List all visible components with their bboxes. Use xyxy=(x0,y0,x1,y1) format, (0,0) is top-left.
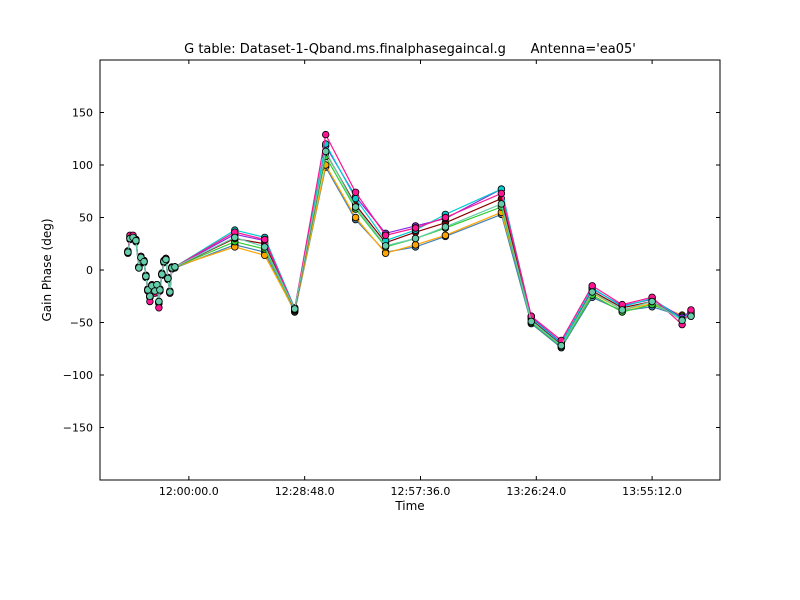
data-point xyxy=(411,224,420,232)
data-point xyxy=(158,270,166,278)
data-point xyxy=(618,306,626,314)
y-tick-label: −50 xyxy=(70,317,93,330)
data-point xyxy=(381,242,390,250)
y-tick-label: 50 xyxy=(79,212,93,225)
y-tick-label: −150 xyxy=(63,422,93,435)
data-point xyxy=(351,188,360,196)
data-point xyxy=(381,249,390,257)
data-point xyxy=(381,231,390,239)
data-point xyxy=(687,306,695,314)
data-point xyxy=(322,147,330,156)
data-point xyxy=(648,297,656,306)
x-tick-label: 12:28:48.0 xyxy=(275,485,335,498)
data-point xyxy=(687,312,695,320)
data-point xyxy=(135,264,143,272)
data-point xyxy=(155,297,163,306)
data-point xyxy=(261,235,269,244)
data-point xyxy=(588,282,596,290)
data-point xyxy=(291,305,299,313)
data-point xyxy=(171,263,179,271)
data-point xyxy=(261,243,269,251)
data-point xyxy=(142,272,150,280)
data-point xyxy=(166,288,174,296)
series-layer xyxy=(124,130,695,352)
data-point xyxy=(441,223,450,231)
data-point xyxy=(527,317,535,326)
x-tick-label: 13:26:24.0 xyxy=(506,485,566,498)
plot-area xyxy=(100,60,720,480)
data-point xyxy=(164,274,172,283)
data-point xyxy=(155,304,163,312)
series-spw-h xyxy=(124,147,695,350)
data-point xyxy=(162,255,170,264)
data-point xyxy=(351,213,360,222)
data-point xyxy=(678,316,686,325)
data-point xyxy=(497,189,506,198)
data-point xyxy=(140,257,148,266)
y-tick-label: −100 xyxy=(63,369,93,382)
data-point xyxy=(411,234,420,243)
data-point xyxy=(497,200,506,208)
data-point xyxy=(156,286,164,294)
data-point xyxy=(441,231,450,239)
y-tick-label: 150 xyxy=(72,107,93,120)
x-tick-label: 12:57:36.0 xyxy=(391,485,451,498)
chart-title: G table: Dataset-1-Qband.ms.finalphasega… xyxy=(184,42,636,57)
data-point xyxy=(557,341,565,350)
data-point xyxy=(132,236,140,245)
data-point xyxy=(322,130,330,139)
data-point xyxy=(351,203,360,211)
data-point xyxy=(411,241,420,249)
data-point xyxy=(588,288,596,296)
data-point xyxy=(441,213,450,222)
data-point xyxy=(146,292,154,300)
x-axis-label: Time xyxy=(394,499,424,513)
x-tick-label: 13:55:12.0 xyxy=(622,485,682,498)
data-point xyxy=(231,233,239,242)
y-tick-label: 100 xyxy=(72,159,93,172)
y-tick-label: 0 xyxy=(86,264,93,277)
tick-layer: 12:00:00.0 12:28:48.0 12:57:36.0 13:26:24.0… xyxy=(63,60,720,498)
y-axis-label: Gain Phase (deg) xyxy=(40,218,54,321)
data-point xyxy=(124,248,132,256)
x-tick-label: 12:00:00.0 xyxy=(159,485,219,498)
